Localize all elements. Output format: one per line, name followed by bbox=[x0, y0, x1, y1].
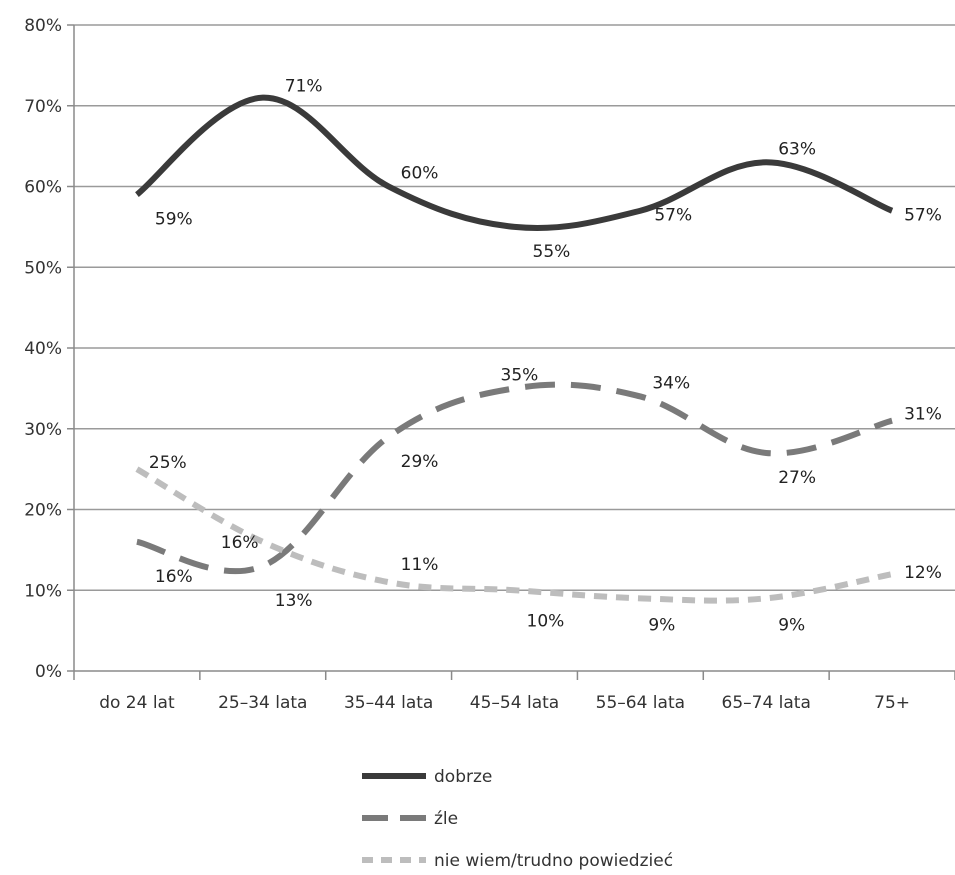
y-tick-label: 10% bbox=[24, 581, 62, 601]
data-label: 12% bbox=[904, 563, 942, 583]
legend-label: źle bbox=[434, 809, 458, 829]
legend-label: nie wiem/trudno powiedzieć bbox=[434, 851, 673, 871]
y-tick-label: 20% bbox=[24, 501, 62, 521]
x-tick-label: do 24 lat bbox=[99, 693, 175, 713]
y-tick-label: 40% bbox=[24, 339, 62, 359]
axes: 0% 10% 20% 30% 40% 50% 60% 70% 80% do 24 lat 25–34… bbox=[24, 16, 955, 713]
data-label: 59% bbox=[155, 210, 193, 230]
x-tick-label: 55–64 lata bbox=[596, 693, 685, 713]
data-label: 55% bbox=[533, 242, 571, 262]
data-label: 9% bbox=[778, 615, 805, 635]
data-label: 13% bbox=[275, 591, 313, 611]
x-tick-label: 45–54 lata bbox=[470, 693, 559, 713]
data-label: 57% bbox=[904, 206, 942, 226]
data-label: 63% bbox=[778, 139, 816, 159]
data-label: 34% bbox=[652, 373, 690, 393]
data-label: 11% bbox=[401, 555, 439, 575]
y-tick-label: 50% bbox=[24, 258, 62, 278]
data-label: 31% bbox=[904, 405, 942, 425]
x-tick-label: 65–74 lata bbox=[722, 693, 811, 713]
x-tick-label: 35–44 lata bbox=[344, 693, 433, 713]
y-tick-label: 0% bbox=[35, 662, 62, 682]
data-label: 25% bbox=[149, 453, 187, 473]
series-line-dobrze-line bbox=[137, 98, 892, 228]
data-label: 10% bbox=[527, 611, 565, 631]
data-labels: 59% 71% 60% 55% 57% 63% 57% 16% 13% 29% 35% 34% 27% 3… bbox=[149, 77, 942, 636]
data-label: 35% bbox=[501, 365, 539, 385]
data-label: 57% bbox=[654, 206, 692, 226]
y-tick-label: 60% bbox=[24, 178, 62, 198]
series-lines bbox=[137, 98, 892, 601]
y-tick-label: 30% bbox=[24, 420, 62, 440]
legend: dobrze źle nie wiem/trudno powiedzieć bbox=[362, 767, 673, 871]
y-tick-label: 80% bbox=[24, 16, 62, 36]
data-label: 9% bbox=[648, 615, 675, 635]
data-label: 27% bbox=[778, 468, 816, 488]
data-label: 16% bbox=[221, 533, 259, 553]
gridlines bbox=[74, 25, 955, 671]
x-tick-label: 25–34 lata bbox=[218, 693, 307, 713]
data-label: 16% bbox=[155, 567, 193, 587]
data-label: 60% bbox=[401, 164, 439, 184]
data-label: 71% bbox=[285, 77, 323, 97]
data-label: 29% bbox=[401, 452, 439, 472]
y-tick-label: 70% bbox=[24, 97, 62, 117]
legend-label: dobrze bbox=[434, 767, 492, 787]
x-tick-label: 75+ bbox=[874, 693, 910, 713]
